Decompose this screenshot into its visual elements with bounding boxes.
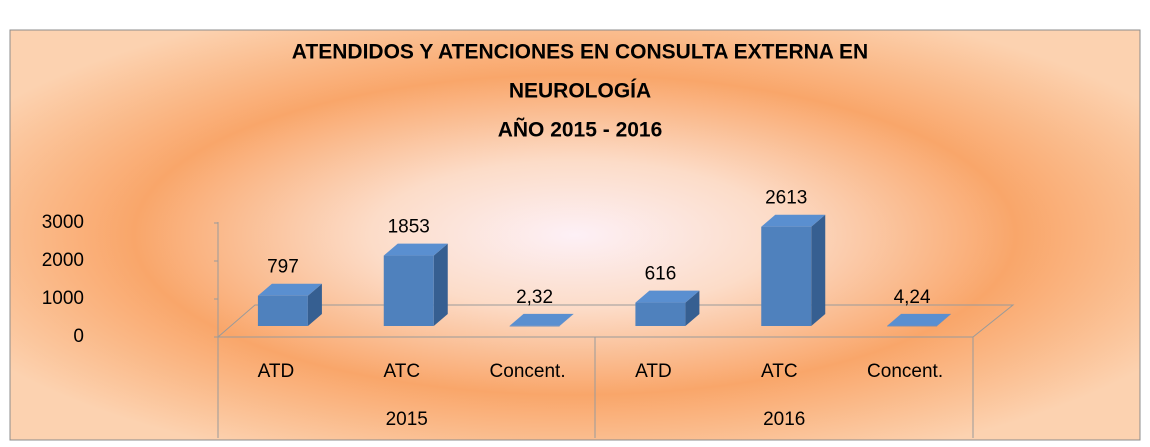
chart-frame <box>9 29 1141 441</box>
y-tick-label: 2000 <box>42 250 84 271</box>
y-tick-label: 0 <box>73 326 84 347</box>
x-tick-label: ATD <box>258 361 295 382</box>
chart-subtitle: AÑO 2015 - 2016 <box>498 119 663 142</box>
data-label: 616 <box>645 264 677 285</box>
bar-top <box>257 283 322 296</box>
x-tick-label: ATC <box>383 361 420 382</box>
chart-title: ATENDIDOS Y ATENCIONES EN CONSULTA EXTER… <box>292 41 868 64</box>
bar <box>257 295 308 326</box>
bar-top <box>761 214 826 227</box>
chart-title: NEUROLOGÍA <box>509 80 651 103</box>
bar-side <box>937 313 952 326</box>
data-label: 2613 <box>765 188 807 209</box>
bar-top <box>635 290 700 303</box>
bar <box>887 325 938 327</box>
data-label: 2,32 <box>516 287 553 308</box>
x-tick-label: Concent. <box>490 361 566 382</box>
floor <box>216 304 1015 338</box>
x-tick-label: ATC <box>761 361 798 382</box>
y-tick-label: 1000 <box>42 288 84 309</box>
bar <box>509 325 560 327</box>
bar-side <box>433 243 448 326</box>
data-label: 797 <box>267 257 299 278</box>
x-tick-label: Concent. <box>867 361 943 382</box>
data-label: 4,24 <box>894 287 931 308</box>
bar-top <box>383 243 448 256</box>
bar-side <box>307 283 322 326</box>
bar-top <box>509 313 574 326</box>
y-tick-label: 3000 <box>42 212 84 233</box>
group-label: 2016 <box>763 409 805 430</box>
bar <box>383 255 434 326</box>
bar-side <box>685 290 700 326</box>
x-tick-label: ATD <box>635 361 672 382</box>
bar <box>761 226 812 326</box>
group-label: 2015 <box>386 409 428 430</box>
data-label: 1853 <box>388 217 430 238</box>
bar <box>635 302 686 326</box>
bar-side <box>811 214 826 326</box>
bar-top <box>887 313 952 326</box>
bar-side <box>559 313 574 326</box>
